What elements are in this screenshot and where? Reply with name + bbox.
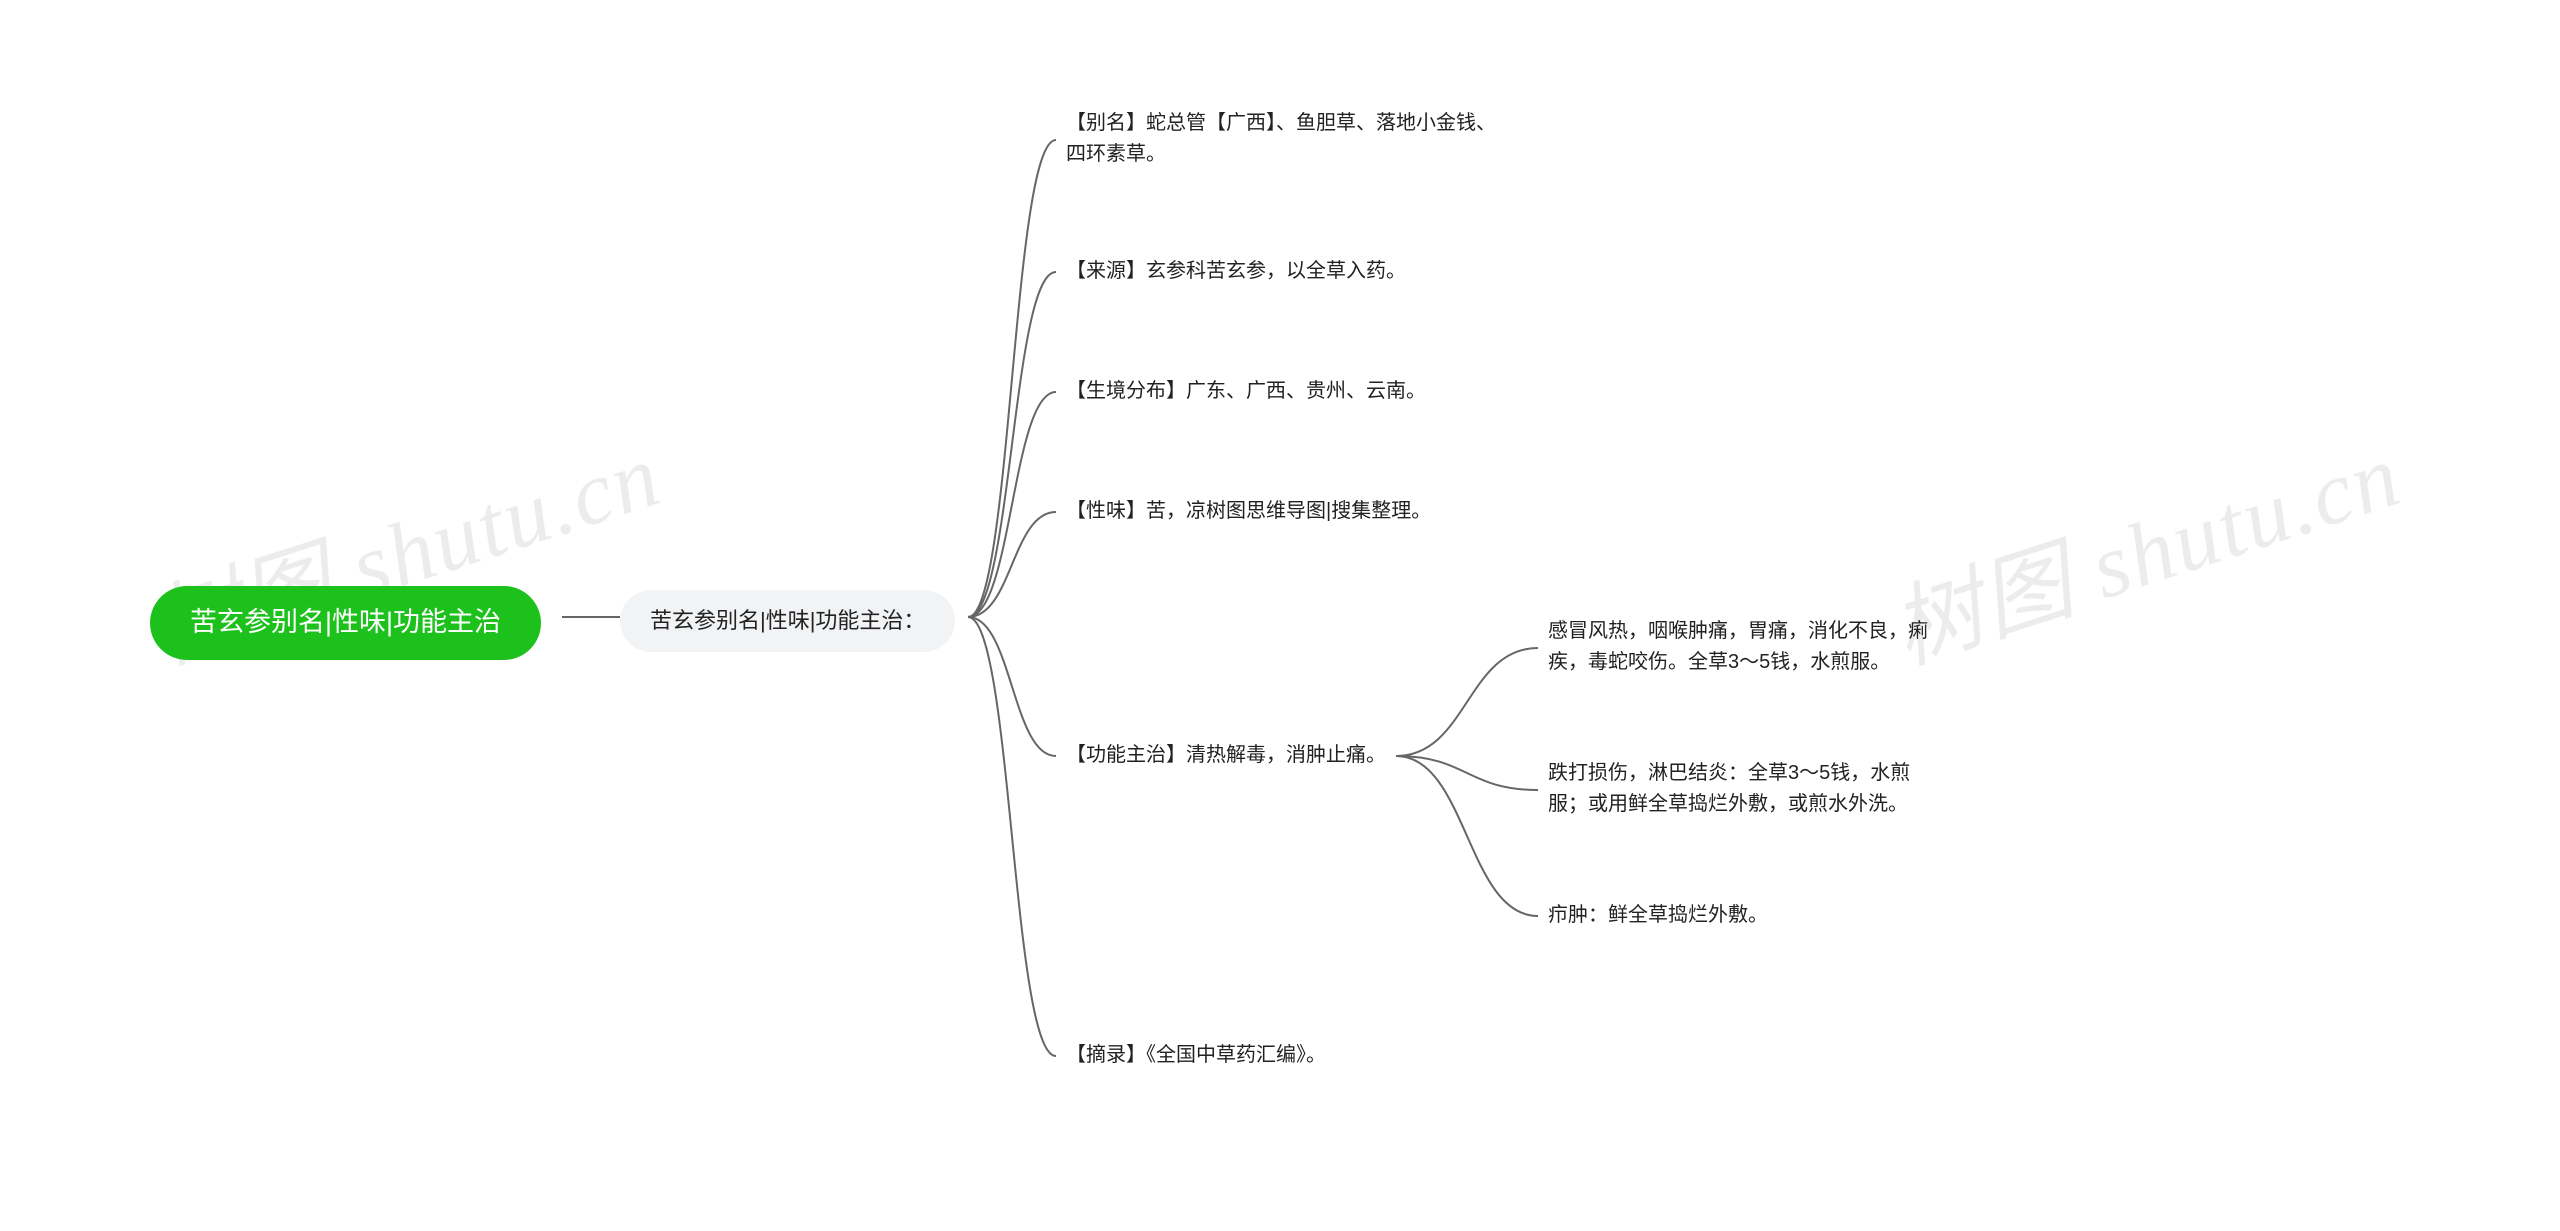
watermark-2: 树图 shutu.cn [1873, 402, 2414, 688]
leaf-function-3: 疖肿：鲜全草捣烂外敷。 [1548, 900, 1768, 931]
leaf-function-1: 感冒风热，咽喉肿痛，胃痛，消化不良，痢疾，毒蛇咬伤。全草3～5钱，水煎服。 [1548, 616, 1948, 678]
leaf-habitat: 【生境分布】广东、广西、贵州、云南。 [1066, 376, 1426, 407]
leaf-alias: 【别名】蛇总管【广西】、鱼胆草、落地小金钱、四环素草。 [1066, 108, 1496, 170]
mindmap-root[interactable]: 苦玄参别名|性味|功能主治 [150, 586, 541, 660]
leaf-flavor: 【性味】苦，凉树图思维导图|搜集整理。 [1066, 496, 1431, 527]
leaf-function-2: 跌打损伤，淋巴结炎：全草3～5钱，水煎服；或用鲜全草捣烂外敷，或煎水外洗。 [1548, 758, 1948, 820]
leaf-source: 【来源】玄参科苦玄参，以全草入药。 [1066, 256, 1406, 287]
mindmap-level1[interactable]: 苦玄参别名|性味|功能主治： [620, 590, 955, 652]
leaf-function[interactable]: 【功能主治】清热解毒，消肿止痛。 [1066, 740, 1386, 771]
leaf-excerpt: 【摘录】《全国中草药汇编》。 [1066, 1040, 1326, 1071]
